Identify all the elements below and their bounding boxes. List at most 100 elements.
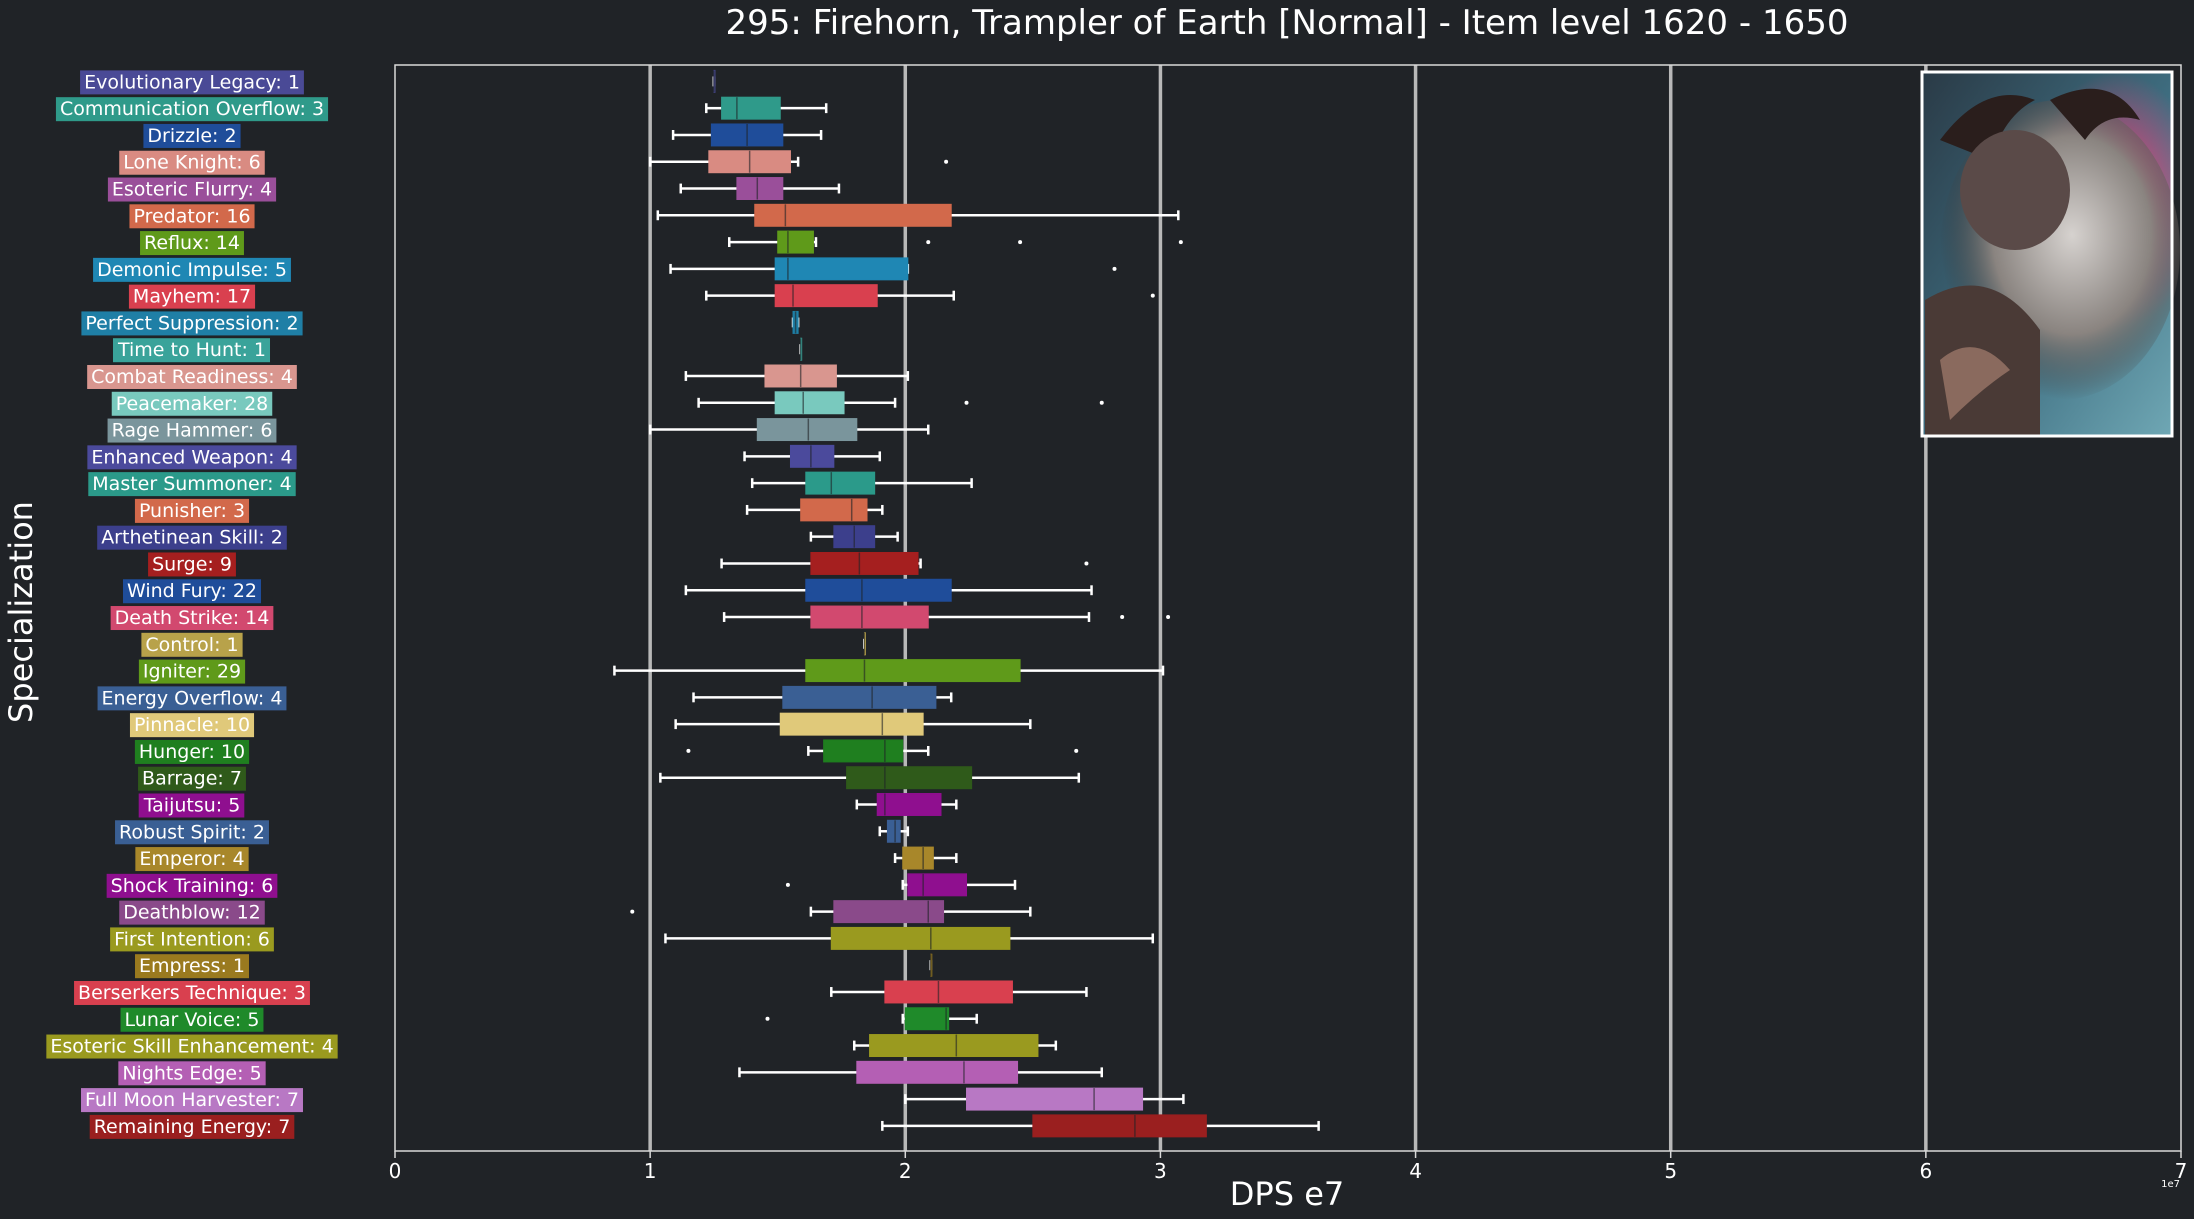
x-tick-label: 4 <box>1409 1159 1422 1183</box>
box-iqr <box>830 926 1011 950</box>
box-group <box>765 1007 978 1031</box>
flier-point <box>944 159 949 164</box>
box-iqr <box>774 391 845 415</box>
y-tick-label: First Intention: 6 <box>114 928 270 950</box>
y-tick-label: Hunger: 10 <box>139 741 245 763</box>
y-tick-label-background <box>87 364 297 389</box>
box-iqr <box>833 900 945 924</box>
y-tick-label-group: Combat Readiness: 4 <box>87 364 297 389</box>
y-tick-label-background <box>134 739 250 764</box>
flier-point <box>1084 561 1089 566</box>
box-iqr <box>800 498 868 522</box>
x-axis-label: DPS e7 <box>1230 1175 1344 1213</box>
y-tick-label-background <box>119 150 265 175</box>
y-tick-label: Nights Edge: 5 <box>122 1062 261 1084</box>
box-iqr <box>777 230 814 254</box>
y-tick-label: Communication Overflow: 3 <box>60 98 324 120</box>
y-tick-label-group: Nights Edge: 5 <box>118 1061 266 1086</box>
y-tick-label: Combat Readiness: 4 <box>91 366 293 388</box>
y-tick-label: Reflux: 14 <box>144 232 240 254</box>
box-group <box>830 980 1088 1004</box>
flier-point <box>1150 293 1155 298</box>
box-group <box>712 69 716 93</box>
y-tick-label-background <box>143 123 241 148</box>
flier-point <box>785 882 790 887</box>
y-tick-label: Berserkers Technique: 3 <box>78 982 306 1004</box>
box-group <box>750 471 973 495</box>
y-tick-label: Drizzle: 2 <box>147 125 236 147</box>
y-tick-label-background <box>128 284 256 309</box>
box-iqr <box>869 1034 1039 1058</box>
y-tick-label-background <box>97 686 287 711</box>
flier-point <box>1074 748 1079 753</box>
y-tick-label-background <box>46 1034 338 1059</box>
y-tick-label-group: Punisher: 3 <box>134 498 250 523</box>
y-tick-label-group: Berserkers Technique: 3 <box>74 980 310 1005</box>
plot-frame <box>394 64 2182 1152</box>
box-iqr <box>805 471 876 495</box>
box-group <box>745 498 884 522</box>
boss-portrait-image <box>1920 70 2180 438</box>
box-group <box>692 685 953 709</box>
y-tick-label-group: Perfect Suppression: 2 <box>81 311 303 336</box>
y-tick-label: Mayhem: 17 <box>133 286 251 308</box>
box-group <box>863 632 866 656</box>
y-tick-label-background <box>107 177 277 202</box>
y-tick-label-group: Surge: 9 <box>148 552 236 577</box>
box-group <box>679 177 841 200</box>
y-tick-label: Robust Spirit: 2 <box>119 821 265 843</box>
box-group <box>671 123 823 147</box>
flier-point <box>1178 240 1183 245</box>
y-tick-label-background <box>107 418 277 443</box>
box-group <box>855 793 958 816</box>
y-tick-label-background <box>88 472 296 497</box>
y-tick-label-background <box>119 900 265 925</box>
box-group <box>809 525 899 549</box>
box-iqr <box>846 766 973 790</box>
y-tick-label: Shock Training: 6 <box>111 875 274 897</box>
y-tick-label-background <box>97 525 287 550</box>
box-group <box>881 1114 1320 1138</box>
y-tick-label-group: Barrage: 7 <box>138 766 246 791</box>
y-tick-label: Emperor: 4 <box>139 848 244 870</box>
y-tick-label-background <box>138 793 245 818</box>
x-axis-ticks: 0 1 2 3 4 5 6 7 <box>389 1151 2188 1183</box>
y-tick-label: Demonic Impulse: 5 <box>97 259 287 281</box>
x-tick-label: 7 <box>2175 1159 2188 1183</box>
y-tick-label-group: Rage Hammer: 6 <box>107 418 277 443</box>
y-tick-label-group: Emperor: 4 <box>135 847 249 872</box>
chart-title: 295: Firehorn, Trampler of Earth [Normal… <box>726 3 1849 43</box>
y-tick-label: Lone Knight: 6 <box>123 152 261 174</box>
box-group <box>722 605 1171 629</box>
y-tick-label-background <box>122 579 262 604</box>
y-tick-label-background <box>129 204 255 229</box>
y-tick-label-group: Master Summoner: 4 <box>88 472 296 497</box>
box-iqr <box>805 659 1021 683</box>
box-group <box>669 257 1117 281</box>
y-tick-label-group: Deathblow: 12 <box>119 900 265 925</box>
box-iqr <box>774 284 878 308</box>
y-tick-label-group: Full Moon Harvester: 7 <box>81 1088 303 1113</box>
x-tick-label: 5 <box>1664 1159 1677 1183</box>
box-iqr <box>774 257 909 281</box>
y-tick-label: Master Summoner: 4 <box>92 473 291 495</box>
box-iqr <box>754 203 952 227</box>
box-iqr <box>805 578 952 602</box>
y-tick-label-group: Lone Knight: 6 <box>119 150 265 175</box>
box-group <box>705 284 1155 308</box>
y-tick-label-background <box>74 980 310 1005</box>
x-tick-label: 3 <box>1154 1159 1167 1183</box>
flier-point <box>1018 240 1023 245</box>
y-tick-label-group: Pinnacle: 10 <box>129 713 255 738</box>
x-tick-label: 6 <box>1919 1159 1932 1183</box>
y-tick-label: Remaining Energy: 7 <box>94 1116 291 1138</box>
y-tick-label: Barrage: 7 <box>142 768 242 790</box>
y-tick-label: Punisher: 3 <box>139 500 245 522</box>
box-iqr <box>789 444 835 468</box>
y-tick-label: Empress: 1 <box>139 955 245 977</box>
y-tick-label: Predator: 16 <box>133 205 250 227</box>
y-tick-label-group: Reflux: 14 <box>140 231 244 256</box>
y-tick-label-background <box>140 231 244 256</box>
box-group <box>799 337 803 361</box>
